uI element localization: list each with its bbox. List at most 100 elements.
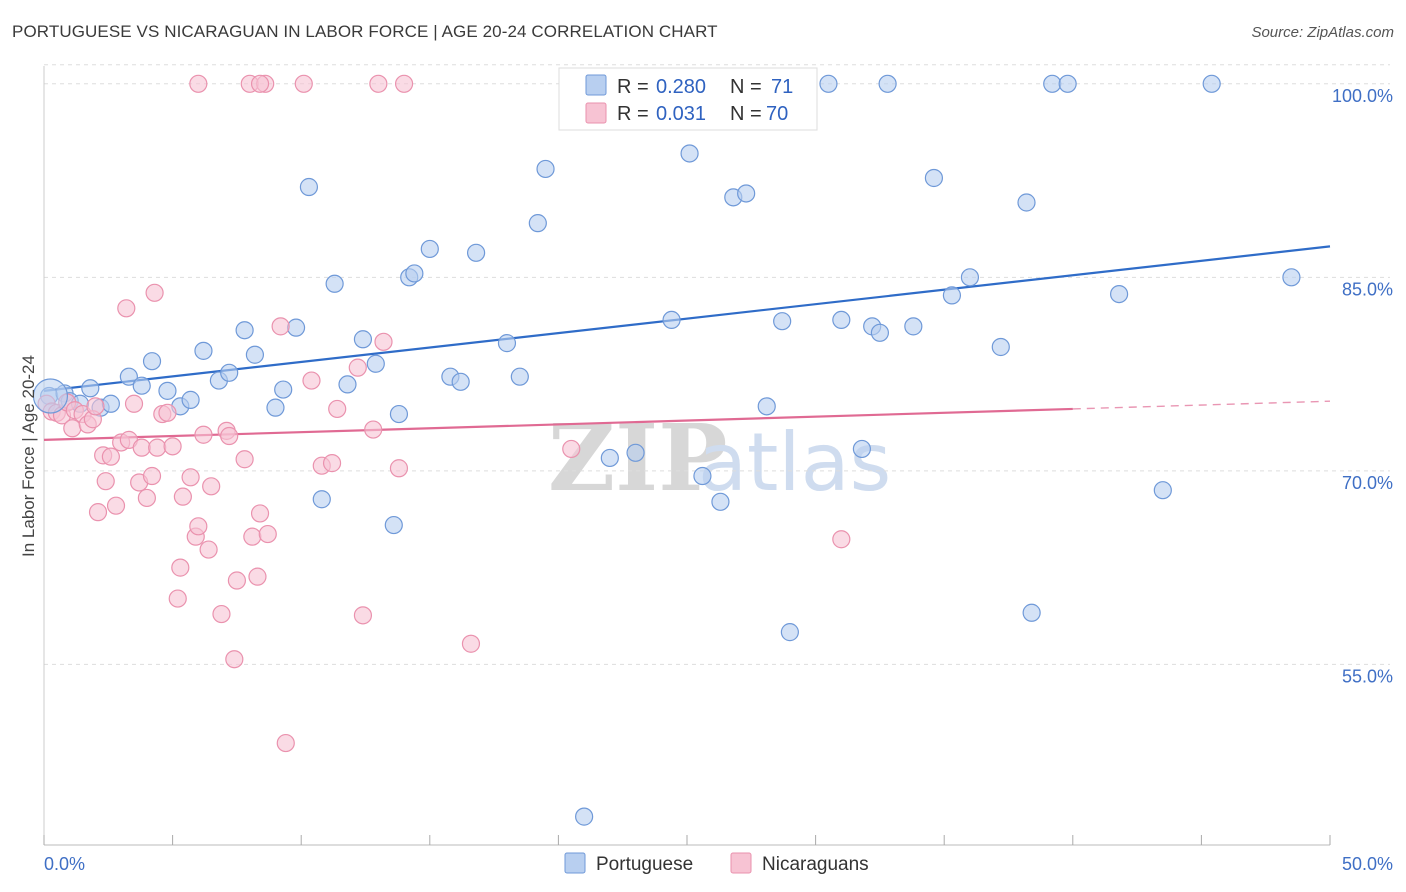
chart-title: PORTUGUESE VS NICARAGUAN IN LABOR FORCE … <box>12 22 718 41</box>
point-portuguese-21 <box>299 177 319 197</box>
point-nicaraguans-15 <box>106 496 126 515</box>
point-portuguese-38 <box>536 159 555 179</box>
point-portuguese-7 <box>119 367 138 386</box>
point-portuguese-62 <box>960 268 980 287</box>
point-nicaraguans-28 <box>163 437 182 456</box>
point-portuguese-63 <box>991 337 1010 357</box>
point-portuguese-33 <box>451 372 470 391</box>
point-nicaraguans-60 <box>394 74 414 93</box>
point-nicaraguans-68 <box>250 74 270 93</box>
point-portuguese-46 <box>693 466 712 486</box>
y-tick-label-70: 70.0% <box>1342 473 1393 493</box>
point-portuguese-26 <box>366 354 385 373</box>
point-portuguese-59 <box>904 317 923 336</box>
point-nicaraguans-31 <box>173 487 192 506</box>
point-portuguese-61 <box>942 286 962 305</box>
y-tick-label-100: 100.0% <box>1332 86 1393 106</box>
point-portuguese-36 <box>510 367 529 386</box>
point-nicaraguans-21 <box>132 438 151 457</box>
point-portuguese-49 <box>737 184 756 203</box>
x-tick-label-min: 0.0% <box>44 854 85 874</box>
point-nicaraguans-32 <box>181 468 200 487</box>
point-portuguese-50 <box>757 397 776 416</box>
watermark-atlas: atlas <box>698 416 891 509</box>
x-tick-label-max: 50.0% <box>1342 854 1393 874</box>
point-portuguese-22 <box>312 490 331 509</box>
point-portuguese-58 <box>878 74 897 93</box>
gridlines <box>44 64 1390 665</box>
point-portuguese-28 <box>389 404 409 424</box>
point-nicaraguans-58 <box>374 332 393 351</box>
point-nicaraguans-45 <box>248 567 267 586</box>
point-portuguese-65 <box>1022 603 1041 622</box>
point-nicaraguans-62 <box>562 439 581 459</box>
point-nicaraguans-49 <box>276 733 295 753</box>
series-swatch-portuguese <box>564 852 586 874</box>
point-portuguese-4 <box>81 379 100 398</box>
chart-source: Source: ZipAtlas.com <box>1251 24 1394 41</box>
point-portuguese-40 <box>575 807 594 826</box>
point-nicaraguans-65 <box>369 74 388 93</box>
point-portuguese-68 <box>1109 285 1129 304</box>
point-nicaraguans-41 <box>225 650 244 669</box>
point-nicaraguans-23 <box>142 466 162 486</box>
point-nicaraguans-29 <box>168 589 187 608</box>
y-tick-label-55: 55.0% <box>1342 666 1393 686</box>
point-nicaraguans-34 <box>189 517 208 536</box>
trend-line-portuguese <box>43 245 1331 392</box>
point-nicaraguans-40 <box>220 426 239 446</box>
point-nicaraguans-17 <box>117 299 136 318</box>
point-portuguese-67 <box>1058 74 1077 93</box>
point-portuguese-34 <box>466 243 486 262</box>
point-nicaraguans-36 <box>199 540 218 559</box>
series-label-portuguese: Portuguese <box>596 854 693 875</box>
y-axis-title: In Labor Force | Age 20-24 <box>19 355 38 557</box>
point-portuguese-10 <box>158 381 177 400</box>
trend-line-nicaraguans-extrapolated <box>1072 400 1331 410</box>
point-nicaraguans-55 <box>348 358 367 377</box>
stats-legend: R = 0.280 N = 71 R = 0.031 N = 70 <box>558 67 818 131</box>
legend-n-value-nicaraguans: 70 <box>766 103 788 125</box>
point-nicaraguans-22 <box>137 488 156 508</box>
point-portuguese-52 <box>780 623 799 642</box>
point-portuguese-71 <box>1282 268 1301 287</box>
point-nicaraguans-64 <box>832 530 851 549</box>
point-nicaraguans-19 <box>124 394 144 413</box>
point-nicaraguans-11 <box>88 503 108 522</box>
point-portuguese-17 <box>245 345 265 364</box>
point-portuguese-69 <box>1153 481 1172 500</box>
series-legend: Portuguese Nicaraguans <box>564 852 869 875</box>
legend-r-label-nicaraguans: R = <box>617 103 649 125</box>
point-nicaraguans-51 <box>302 371 321 390</box>
point-portuguese-43 <box>626 443 645 462</box>
legend-swatch-nicaraguans <box>585 102 607 124</box>
trend-lines <box>43 245 1331 441</box>
point-nicaraguans-53 <box>322 454 342 473</box>
point-portuguese-51 <box>773 312 792 331</box>
point-nicaraguans-50 <box>294 74 313 93</box>
point-portuguese-31 <box>420 239 439 259</box>
point-nicaraguans-35 <box>194 425 213 444</box>
point-nicaraguans-43 <box>235 450 254 469</box>
point-portuguese-24 <box>338 375 357 394</box>
trend-line-nicaraguans <box>43 407 1073 441</box>
legend-swatch-portuguese <box>585 74 607 96</box>
point-nicaraguans-57 <box>364 420 383 439</box>
series-swatch-nicaraguans <box>730 852 752 874</box>
point-portuguese-53 <box>819 74 838 93</box>
point-portuguese-23 <box>325 274 344 293</box>
point-nicaraguans-42 <box>227 571 246 590</box>
point-portuguese-64 <box>1017 193 1036 212</box>
point-nicaraguans-14 <box>101 447 120 466</box>
point-portuguese-16 <box>235 321 254 340</box>
point-portuguese-9 <box>142 352 162 371</box>
legend-r-value-nicaraguans: 0.031 <box>656 103 706 125</box>
point-portuguese-54 <box>832 310 851 330</box>
point-portuguese-44 <box>662 310 681 330</box>
point-portuguese-45 <box>680 144 699 163</box>
point-portuguese-60 <box>924 168 944 188</box>
point-nicaraguans-47 <box>258 524 277 544</box>
point-nicaraguans-44 <box>243 527 262 546</box>
legend-n-label-nicaraguans: N = <box>730 103 762 125</box>
